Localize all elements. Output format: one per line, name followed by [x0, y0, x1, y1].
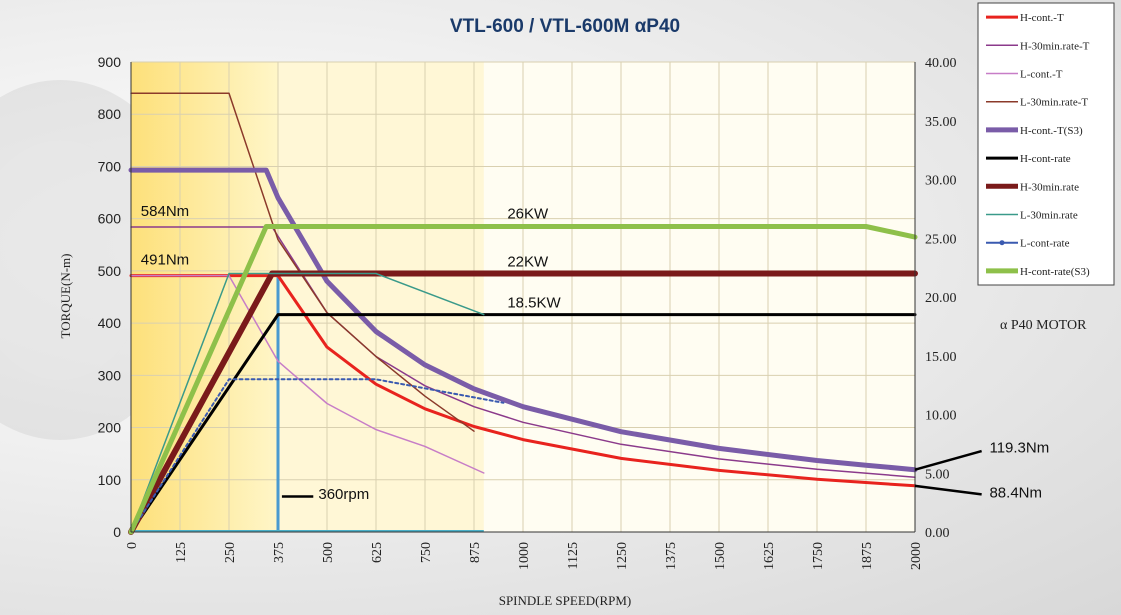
legend-item: H-30min.rate	[986, 181, 1079, 193]
annotations: 584Nm 491Nm 26KW 22KW 18.5KW 360rpm 119.3Nm 88.…	[141, 203, 1049, 503]
x-tick-label: 125	[174, 542, 189, 563]
y-tick-label: 700	[98, 158, 122, 174]
legend-label: H-30min.rate	[1020, 181, 1079, 193]
y-tick-label: 600	[98, 211, 122, 227]
y2-tick-label: 15.00	[925, 350, 957, 365]
series-line-h-cont-t	[129, 274, 917, 488]
annotation-label: 22KW	[507, 253, 549, 270]
y-tick-label: 300	[98, 367, 122, 383]
y-tick-label: 500	[98, 263, 122, 279]
x-tick-label: 750	[419, 542, 434, 563]
x-tick-label: 1125	[566, 542, 581, 569]
x-tick-label: 0	[125, 542, 140, 549]
legend: H-cont.-T H-30min.rate-T L-cont.-T L-30min.…	[977, 2, 1115, 286]
y2-tick-label: 5.00	[925, 467, 950, 482]
legend-item: H-cont.-T	[986, 12, 1064, 24]
y2-tick-label: 25.00	[925, 232, 957, 247]
legend-item: L-30min.rate-T	[986, 97, 1088, 109]
x-tick-label: 875	[468, 542, 483, 563]
y2-tick-label: 40.00	[925, 56, 957, 71]
series-line-h-cont-rate-s3-	[128, 224, 918, 535]
plot-highlight-band-secondary	[278, 62, 484, 532]
x-tick-label: 500	[321, 542, 336, 563]
legend-label: L-30min.rate	[1020, 210, 1078, 222]
annotation-label: 18.5KW	[507, 295, 561, 312]
series-layer	[128, 92, 918, 535]
legend-marker	[999, 240, 1005, 246]
y-axis-label: TORQUE(N-m)	[58, 254, 73, 339]
y2-tick-label: 10.00	[925, 409, 957, 424]
y2-tick-label: 20.00	[925, 291, 957, 306]
y2-tick-label: 0.00	[925, 526, 950, 541]
x-tick-label: 1625	[762, 542, 777, 570]
y2-tick-label: 35.00	[925, 115, 957, 130]
legend-item: H-cont.-T(S3)	[986, 125, 1083, 137]
legend-item: H-cont-rate	[986, 153, 1071, 165]
legend-box	[977, 2, 1115, 286]
y-tick-label: 100	[98, 472, 122, 488]
series-line-h-cont-rate	[129, 313, 917, 534]
x-axis-label: SPINDLE SPEED(RPM)	[499, 593, 632, 608]
x-tick-label: 1000	[517, 542, 532, 570]
x-tick-label: 1250	[615, 542, 630, 570]
y-tick-label: 900	[98, 54, 122, 70]
legend-item: L-30min.rate	[986, 210, 1078, 222]
motor-label: α P40 MOTOR	[1000, 318, 1087, 333]
legend-label: H-30min.rate-T	[1020, 40, 1090, 52]
x-tick-label: 375	[272, 542, 287, 563]
annotation-label: 26KW	[507, 205, 549, 222]
legend-label: H-cont.-T(S3)	[1020, 125, 1083, 137]
legend-label: L-cont.-T	[1020, 69, 1063, 81]
x-tick-label: 625	[370, 542, 385, 563]
x-tick-label: 1500	[713, 542, 728, 570]
x-tick-label: 1375	[664, 542, 679, 570]
annotation-label: 584Nm	[141, 203, 189, 220]
plot-highlight-band	[131, 62, 278, 532]
series-line-l-30min-rate-t	[130, 92, 475, 432]
legend-label: H-cont.-T	[1020, 12, 1064, 24]
series-line-l-30min-rate	[130, 272, 485, 533]
legend-item: H-cont-rate(S3)	[986, 266, 1090, 278]
legend-item: L-cont-rate	[986, 238, 1070, 250]
y-tick-label: 0	[113, 524, 121, 540]
annotation-leader-119nm	[914, 449, 982, 471]
y2-tick-label: 30.00	[925, 174, 957, 189]
y-tick-label: 200	[98, 420, 122, 436]
x-tick-label: 250	[223, 542, 238, 563]
x-tick-label: 1750	[811, 542, 826, 570]
legend-item: H-30min.rate-T	[986, 40, 1090, 52]
y-tick-label: 400	[98, 315, 122, 331]
x-tick-label: 2000	[909, 542, 924, 570]
axes: 0 100 200 300 400 500 600 700 800 900 0.00 5.00 10.0…	[98, 54, 957, 570]
chart-title: VTL-600 / VTL-600M αP40	[450, 16, 680, 37]
annotation-leader-88nm	[914, 484, 982, 496]
y-tick-label: 800	[98, 106, 122, 122]
series-line-l-cont-rate	[130, 378, 505, 533]
legend-label: L-cont-rate	[1020, 238, 1070, 250]
annotation-label: 119.3Nm	[989, 440, 1049, 457]
legend-label: L-30min.rate-T	[1020, 97, 1088, 109]
annotation-label: 88.4Nm	[989, 485, 1042, 502]
legend-label: H-cont-rate(S3)	[1020, 266, 1090, 278]
annotation-label: 491Nm	[141, 252, 189, 269]
legend-item: L-cont.-T	[986, 69, 1063, 81]
x-tick-label: 1875	[860, 542, 875, 570]
legend-label: H-cont-rate	[1020, 153, 1071, 165]
series-line-h-cont-t-s3-	[128, 167, 918, 473]
annotation-label: 360rpm	[318, 486, 369, 503]
